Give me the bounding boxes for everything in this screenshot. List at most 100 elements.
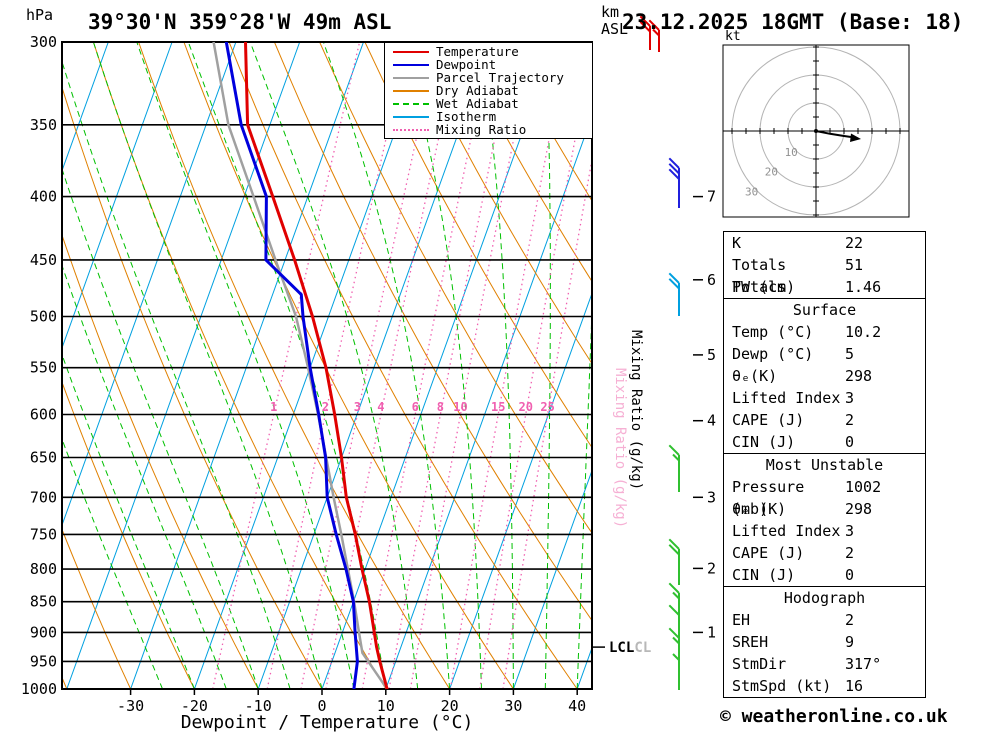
wet-adiabat-line-sample	[393, 102, 429, 105]
x-tick-label: 40	[568, 697, 586, 715]
wet-adiabat-lines	[62, 42, 592, 689]
lcl-label-echo: LCL	[626, 640, 651, 656]
legend-item-label: Dry Adiabat	[436, 82, 519, 98]
stats-row: CAPE (J) 2	[724, 542, 925, 564]
stats-label: SREH	[732, 633, 769, 651]
dewpoint-line-sample	[393, 63, 429, 66]
plot-border	[61, 41, 593, 690]
isotherm-lines	[62, 42, 592, 689]
stats-section: Surface Temp (°C) 10.2 Dewp (°C) 5 θₑ(K) 298 Li…	[723, 298, 926, 454]
stats-label: Dewp (°C)	[732, 345, 814, 363]
mixing-ratio-axis-watermark: Mixing Ratio (g/kg)	[612, 368, 628, 529]
stats-value: 2	[845, 411, 855, 429]
dewpoint-curve	[224, 42, 359, 689]
parcel-line-sample	[393, 76, 429, 79]
stats-value: 2	[845, 611, 855, 629]
stats-row: Pressure (mb) 1002	[724, 476, 925, 518]
mixing-ratio-lines	[212, 42, 592, 689]
stats-value: 1.46	[845, 278, 882, 296]
legend-item-label: Dewpoint	[436, 56, 497, 72]
hodograph-origin	[814, 129, 818, 133]
km-axis-label: km ASL	[601, 4, 628, 38]
mixing-ratio-value-label: 3	[354, 400, 361, 414]
hodograph: 10 20 30 kt	[722, 29, 910, 218]
x-tick-label: 10	[377, 697, 395, 715]
wind-barb	[668, 627, 680, 671]
stats-value: 22	[845, 234, 864, 252]
mixing-ratio-value-label: 6	[412, 400, 419, 414]
dry-adiabat-line-sample	[393, 89, 429, 92]
stats-value: 9	[845, 633, 855, 651]
km-tick-label: 7	[707, 188, 716, 206]
stats-label: θₑ(K)	[732, 367, 778, 385]
stats-label: StmSpd (kt)	[732, 677, 832, 695]
wind-barb	[668, 272, 680, 316]
stats-section-header: Most Unstable	[765, 456, 884, 474]
stats-row: CIN (J) 0	[724, 431, 925, 453]
stats-row: PW (cm) 1.46	[724, 276, 925, 298]
stats-row: CIN (J) 0	[724, 564, 925, 586]
stats-row: SREH 9	[724, 631, 925, 653]
stats-label: Totals Totals	[732, 256, 787, 296]
stats-section-header: Hodograph	[783, 589, 866, 607]
wind-barb	[668, 538, 680, 585]
pressure-tick-label: 1000	[21, 680, 57, 698]
hodograph-trace-arrow	[850, 133, 861, 142]
x-tick-label: 20	[441, 697, 459, 715]
pressure-tick-label: 850	[30, 593, 57, 611]
mixing-ratio-value-label: 1	[270, 400, 277, 414]
mixing-ratio-value-label: 20	[518, 400, 532, 414]
stats-value: 16	[845, 677, 864, 695]
legend-item: Parcel Trajectory	[385, 71, 592, 84]
x-tick-label: -30	[117, 697, 144, 715]
pressure-tick-label: 300	[30, 33, 57, 51]
stats-section: K 22 Totals Totals 51 PW (cm) 1.46	[723, 231, 926, 299]
isotherm-line-sample	[393, 115, 429, 118]
stats-value: 0	[845, 433, 855, 451]
pressure-tick-label: 700	[30, 488, 57, 506]
pressure-tick-label: 400	[30, 188, 57, 206]
stats-label: EH	[732, 611, 751, 629]
km-axis-label-line2: ASL	[601, 20, 629, 38]
mixing-ratio-line-sample	[393, 128, 429, 131]
mixing-ratio-value-label: 10	[453, 400, 467, 414]
stats-value: 2	[845, 544, 855, 562]
legend-item-label: Mixing Ratio	[436, 121, 527, 137]
stats-row: θₑ(K) 298	[724, 365, 925, 387]
stats-label: K	[732, 234, 742, 252]
wind-barb	[668, 157, 680, 208]
stats-section: Most Unstable Pressure (mb) 1002 θₑ (K) 298 L…	[723, 453, 926, 587]
hodograph-ring-label: 30	[745, 185, 758, 198]
mixing-ratio-value-label: 15	[491, 400, 505, 414]
mixing-ratio-axis-label: Mixing Ratio (g/kg)	[628, 330, 644, 491]
pressure-tick-label: 750	[30, 525, 57, 543]
pressure-tick-label: 600	[30, 406, 57, 424]
hodograph-ring-label: 20	[765, 166, 778, 179]
x-tick-label: -10	[245, 697, 272, 715]
stats-label: Temp (°C)	[732, 323, 814, 341]
stats-row: Temp (°C) 10.2	[724, 321, 925, 343]
x-tick-label: 0	[317, 697, 326, 715]
stats-label: Pressure (mb)	[732, 478, 805, 518]
pressure-tick-label: 950	[30, 652, 57, 670]
stats-row: StmSpd (kt) 16	[724, 675, 925, 697]
km-tick-label: 3	[707, 488, 716, 506]
legend-item: Mixing Ratio	[385, 121, 592, 137]
legend-item: Isotherm	[385, 110, 592, 123]
legend-item-label: Wet Adiabat	[436, 95, 519, 111]
stats-section-header: Surface	[792, 301, 857, 319]
wind-barb	[668, 582, 680, 627]
legend-item: Temperature	[385, 43, 592, 59]
legend-item-label: Temperature	[436, 43, 519, 59]
legend-item: Dewpoint	[385, 56, 592, 72]
stats-panel: K 22 Totals Totals 51 PW (cm) 1.46 Surface Temp…	[723, 231, 926, 698]
pressure-lines	[62, 41, 592, 690]
km-tick-label: 1	[707, 623, 716, 641]
hodograph-unit-label: kt	[725, 29, 741, 44]
stats-value: 5	[845, 345, 855, 363]
station-title: 39°30'N 359°28'W 49m ASL	[88, 10, 392, 34]
stats-row: EH 2	[724, 609, 925, 631]
legend: Temperature Dewpoint Parcel Trajectory D…	[384, 42, 593, 139]
km-tick-label: 6	[707, 271, 716, 289]
